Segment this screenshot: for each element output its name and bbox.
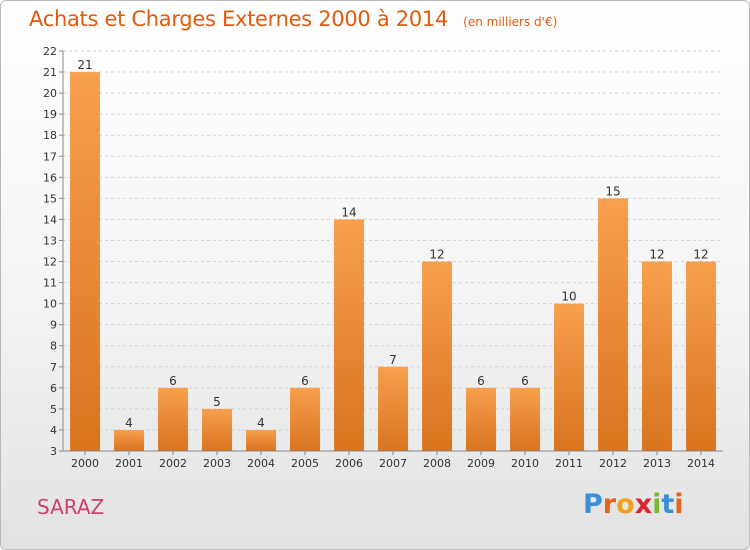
y-tick-label: 15: [43, 192, 57, 205]
y-tick-label: 13: [43, 234, 57, 247]
bar-2004: [246, 429, 276, 451]
x-tick-label: 2004: [247, 457, 275, 470]
data-label-2001: 4: [125, 416, 133, 430]
y-tick-label: 3: [50, 445, 57, 458]
chart-unit: (en milliers d'€): [463, 15, 558, 29]
y-tick-label: 7: [50, 361, 57, 374]
bar-2005: [290, 387, 320, 451]
bar-2010: [510, 387, 540, 451]
logo-letter: r: [602, 489, 617, 520]
x-tick-label: 2000: [71, 457, 99, 470]
x-tick-label: 2010: [511, 457, 539, 470]
y-tick-label: 19: [43, 108, 57, 121]
logo-letter: x: [634, 489, 653, 520]
data-label-2005: 6: [301, 374, 309, 388]
x-tick-label: 2008: [423, 457, 451, 470]
y-tick-label: 14: [43, 213, 57, 226]
data-label-2012: 15: [605, 184, 620, 198]
x-tick-label: 2011: [555, 457, 583, 470]
x-tick-label: 2006: [335, 457, 363, 470]
x-tick-label: 2007: [379, 457, 407, 470]
logo-letter: P: [583, 489, 603, 520]
bar-2011: [554, 303, 584, 451]
y-tick-label: 11: [43, 277, 57, 290]
data-label-2006: 14: [341, 205, 356, 219]
y-tick-label: 9: [50, 319, 57, 332]
x-tick-label: 2002: [159, 457, 187, 470]
bar-2001: [114, 429, 144, 451]
data-label-2003: 5: [213, 395, 221, 409]
y-tick-label: 10: [43, 298, 57, 311]
logo-letter: t: [661, 489, 675, 520]
logo-letter: i: [652, 489, 662, 520]
logo-letter: o: [616, 489, 635, 520]
bars: [70, 72, 716, 451]
logo-letter: i: [674, 489, 684, 520]
bar-2008: [422, 261, 452, 451]
x-tick-label: 2003: [203, 457, 231, 470]
bar-2012: [598, 198, 628, 451]
data-label-2014: 12: [693, 248, 708, 262]
y-tick-label: 20: [43, 87, 57, 100]
chart-header: Achats et Charges Externes 2000 à 2014 (…: [29, 7, 557, 31]
proxiti-logo: Proxiti: [583, 489, 684, 520]
x-tick-label: 2013: [643, 457, 671, 470]
bar-2000: [70, 72, 100, 451]
y-tick-label: 4: [50, 424, 57, 437]
chart-title: Achats et Charges Externes 2000 à 2014: [29, 7, 449, 31]
bar-2006: [334, 219, 364, 451]
data-label-2008: 12: [429, 248, 444, 262]
y-tick-label: 8: [50, 340, 57, 353]
bar-2007: [378, 366, 408, 451]
data-label-2007: 7: [389, 353, 397, 367]
y-tick-label: 6: [50, 382, 57, 395]
x-tick-label: 2012: [599, 457, 627, 470]
data-label-2013: 12: [649, 248, 664, 262]
y-tick-label: 17: [43, 150, 57, 163]
data-label-2002: 6: [169, 374, 177, 388]
data-label-2010: 6: [521, 374, 529, 388]
data-labels: 21 4 6 5 4 6 14 7 12 6 6 10 15 12 12: [77, 58, 708, 430]
bar-2013: [642, 261, 672, 451]
data-label-2000: 21: [77, 58, 92, 72]
bar-2002: [158, 387, 188, 451]
data-label-2011: 10: [561, 290, 576, 304]
x-tick-label: 2009: [467, 457, 495, 470]
bar-2003: [202, 408, 232, 451]
data-label-2004: 4: [257, 416, 265, 430]
x-tick-label: 2001: [115, 457, 143, 470]
y-tick-label: 16: [43, 171, 57, 184]
x-tick-label: 2014: [687, 457, 715, 470]
data-label-2009: 6: [477, 374, 485, 388]
y-tick-label: 22: [43, 45, 57, 58]
bar-2009: [466, 387, 496, 451]
y-tick-label: 5: [50, 403, 57, 416]
bar-2014: [686, 261, 716, 451]
y-tick-label: 18: [43, 129, 57, 142]
commune-name: SARAZ: [37, 495, 105, 519]
y-tick-label: 21: [43, 66, 57, 79]
x-axis: 2000 2001 2002 2003 2004 2005 2006 2007 2008 2009…: [63, 450, 723, 470]
y-tick-label: 12: [43, 256, 57, 269]
x-tick-label: 2005: [291, 457, 319, 470]
y-axis: 3 4 5 6 7 8 9 10 11 12 13 14 15 16 17 18 19 20 21 22: [43, 45, 64, 458]
